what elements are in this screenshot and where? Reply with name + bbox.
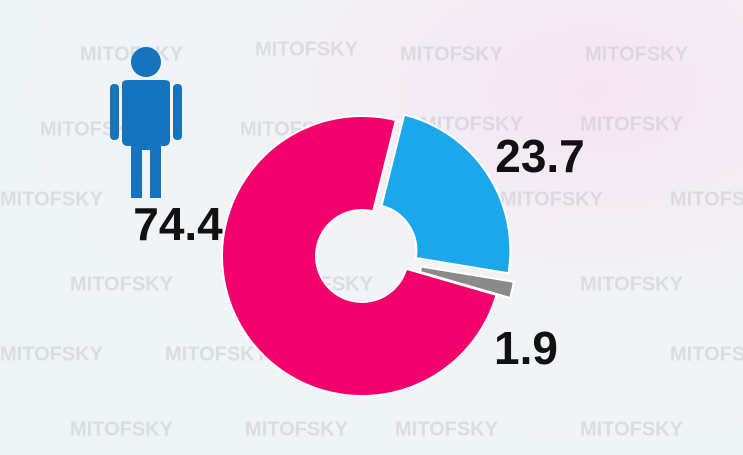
watermark: MITOFSKY <box>580 418 684 440</box>
watermark: MITOFSKY <box>420 113 524 135</box>
watermark: MITOFSKY <box>670 188 743 210</box>
watermark: MITOFSKY <box>0 188 104 210</box>
watermark: MITOFSKY <box>580 113 684 135</box>
donut: 23.7 1.9 74.4 <box>133 113 585 397</box>
watermark: MITOFSKY <box>245 418 349 440</box>
watermark: MITOFSKY <box>255 38 359 60</box>
value-label: 74.4 <box>133 198 223 250</box>
watermark: MITOFSKY <box>585 43 689 65</box>
donut-segment <box>221 115 498 397</box>
watermark: MITOFSKY <box>670 343 743 365</box>
watermark: MITOFSKY <box>395 418 499 440</box>
donut-segment <box>380 113 512 275</box>
value-label: 1.9 <box>494 322 558 374</box>
watermark: MITOFSKY <box>70 418 174 440</box>
watermark: MITOFSKY <box>400 43 504 65</box>
person-icon <box>110 47 182 198</box>
watermark: MITOFSKY <box>165 343 269 365</box>
watermark: MITOFSKY <box>0 343 104 365</box>
watermark: MITOFSKY <box>500 188 604 210</box>
watermark: MITOFSKY <box>70 273 174 295</box>
value-label: 23.7 <box>495 130 585 182</box>
watermark: MITOFSKY <box>580 273 684 295</box>
